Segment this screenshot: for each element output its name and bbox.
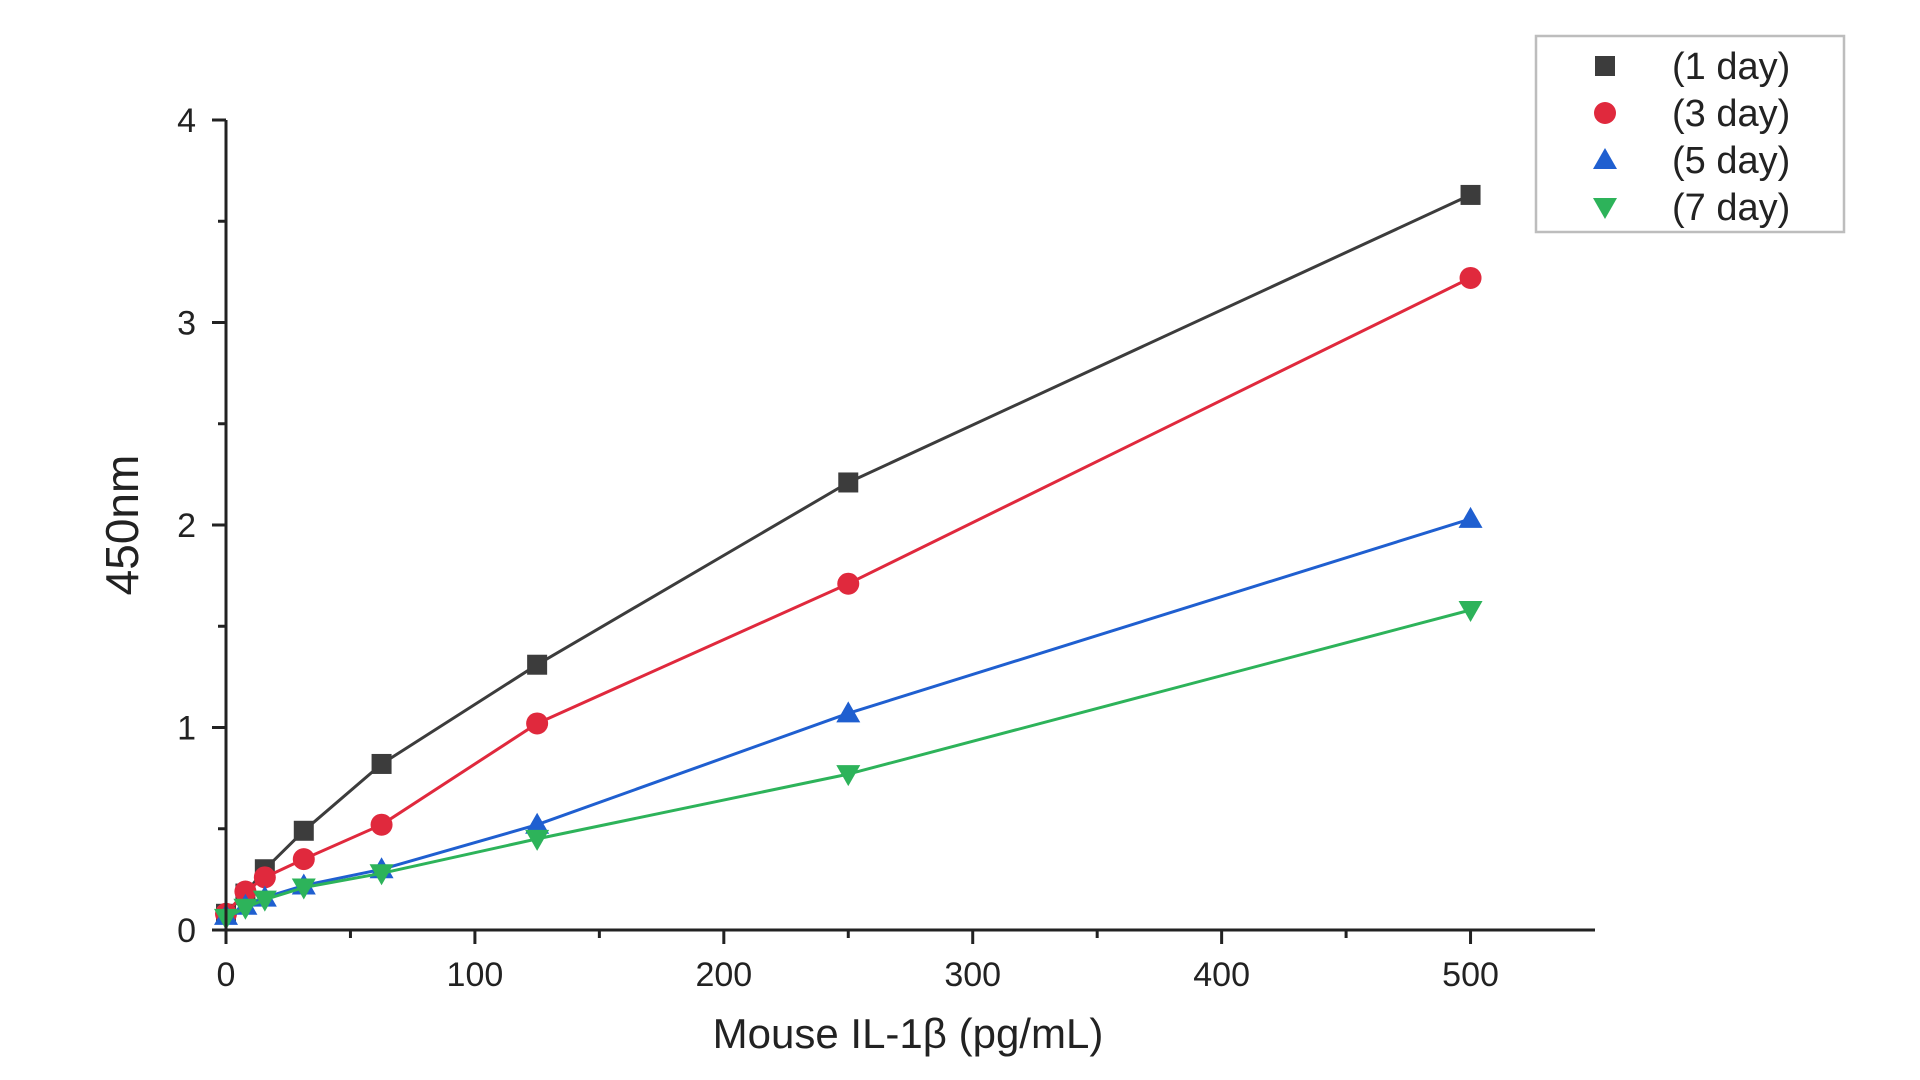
legend-label-4: (7 day) <box>1672 187 1790 229</box>
y-axis-title: 450nm <box>96 455 148 596</box>
data-point <box>370 813 393 836</box>
y-tick-label-0: 0 <box>177 912 196 950</box>
series-1 <box>216 184 1481 924</box>
data-point <box>1460 184 1481 205</box>
data-point <box>253 866 276 889</box>
data-point <box>233 898 258 920</box>
y-tick-label-3: 3 <box>177 305 196 343</box>
legend-marker-1 <box>1595 56 1615 76</box>
data-point <box>1459 266 1482 289</box>
legend-label-3: (5 day) <box>1672 140 1790 182</box>
data-point <box>837 572 860 595</box>
series-line-4 <box>225 608 1471 920</box>
data-point <box>292 848 315 871</box>
x-tick-label-0: 0 <box>217 956 236 994</box>
data-point <box>369 864 394 886</box>
legend-marker-4 <box>1593 198 1617 219</box>
legend-marker-3 <box>1593 148 1617 169</box>
plot-area <box>214 184 1483 930</box>
legend-label-2: (3 day) <box>1672 93 1790 135</box>
data-point <box>838 472 859 493</box>
x-tick-label-500: 500 <box>1442 956 1499 994</box>
data-point <box>1458 506 1483 528</box>
data-point <box>252 890 277 912</box>
series-3 <box>214 506 1483 925</box>
axes: 0 100 200 300 400 500 0 1 2 3 4 <box>177 102 1595 994</box>
series-4 <box>214 601 1483 930</box>
x-axis-title: Mouse IL-1β (pg/mL) <box>713 1010 1104 1057</box>
y-tick-label-4: 4 <box>177 102 196 140</box>
x-tick-label-400: 400 <box>1193 956 1250 994</box>
data-point <box>525 829 550 851</box>
data-point <box>1458 601 1483 623</box>
data-point <box>526 712 549 735</box>
data-point <box>836 765 861 787</box>
x-tick-label-100: 100 <box>447 956 504 994</box>
data-point <box>234 880 257 903</box>
y-tick-label-1: 1 <box>177 710 196 748</box>
legend-box <box>1534 34 1846 234</box>
x-tick-label-300: 300 <box>944 956 1001 994</box>
x-tick-label-200: 200 <box>695 956 752 994</box>
data-point <box>836 701 861 723</box>
legend-label-1: (1 day) <box>1672 46 1790 88</box>
data-point <box>291 878 316 900</box>
y-tick-label-2: 2 <box>177 507 196 545</box>
legend: (1 day) (3 day) (5 day) (7 day) <box>1534 34 1846 234</box>
series-2 <box>215 266 1482 925</box>
data-point <box>293 820 314 841</box>
data-point <box>371 753 392 774</box>
data-point <box>527 654 548 675</box>
data-point <box>525 812 550 834</box>
series-line-2 <box>224 276 1472 915</box>
legend-marker-2 <box>1594 102 1616 124</box>
